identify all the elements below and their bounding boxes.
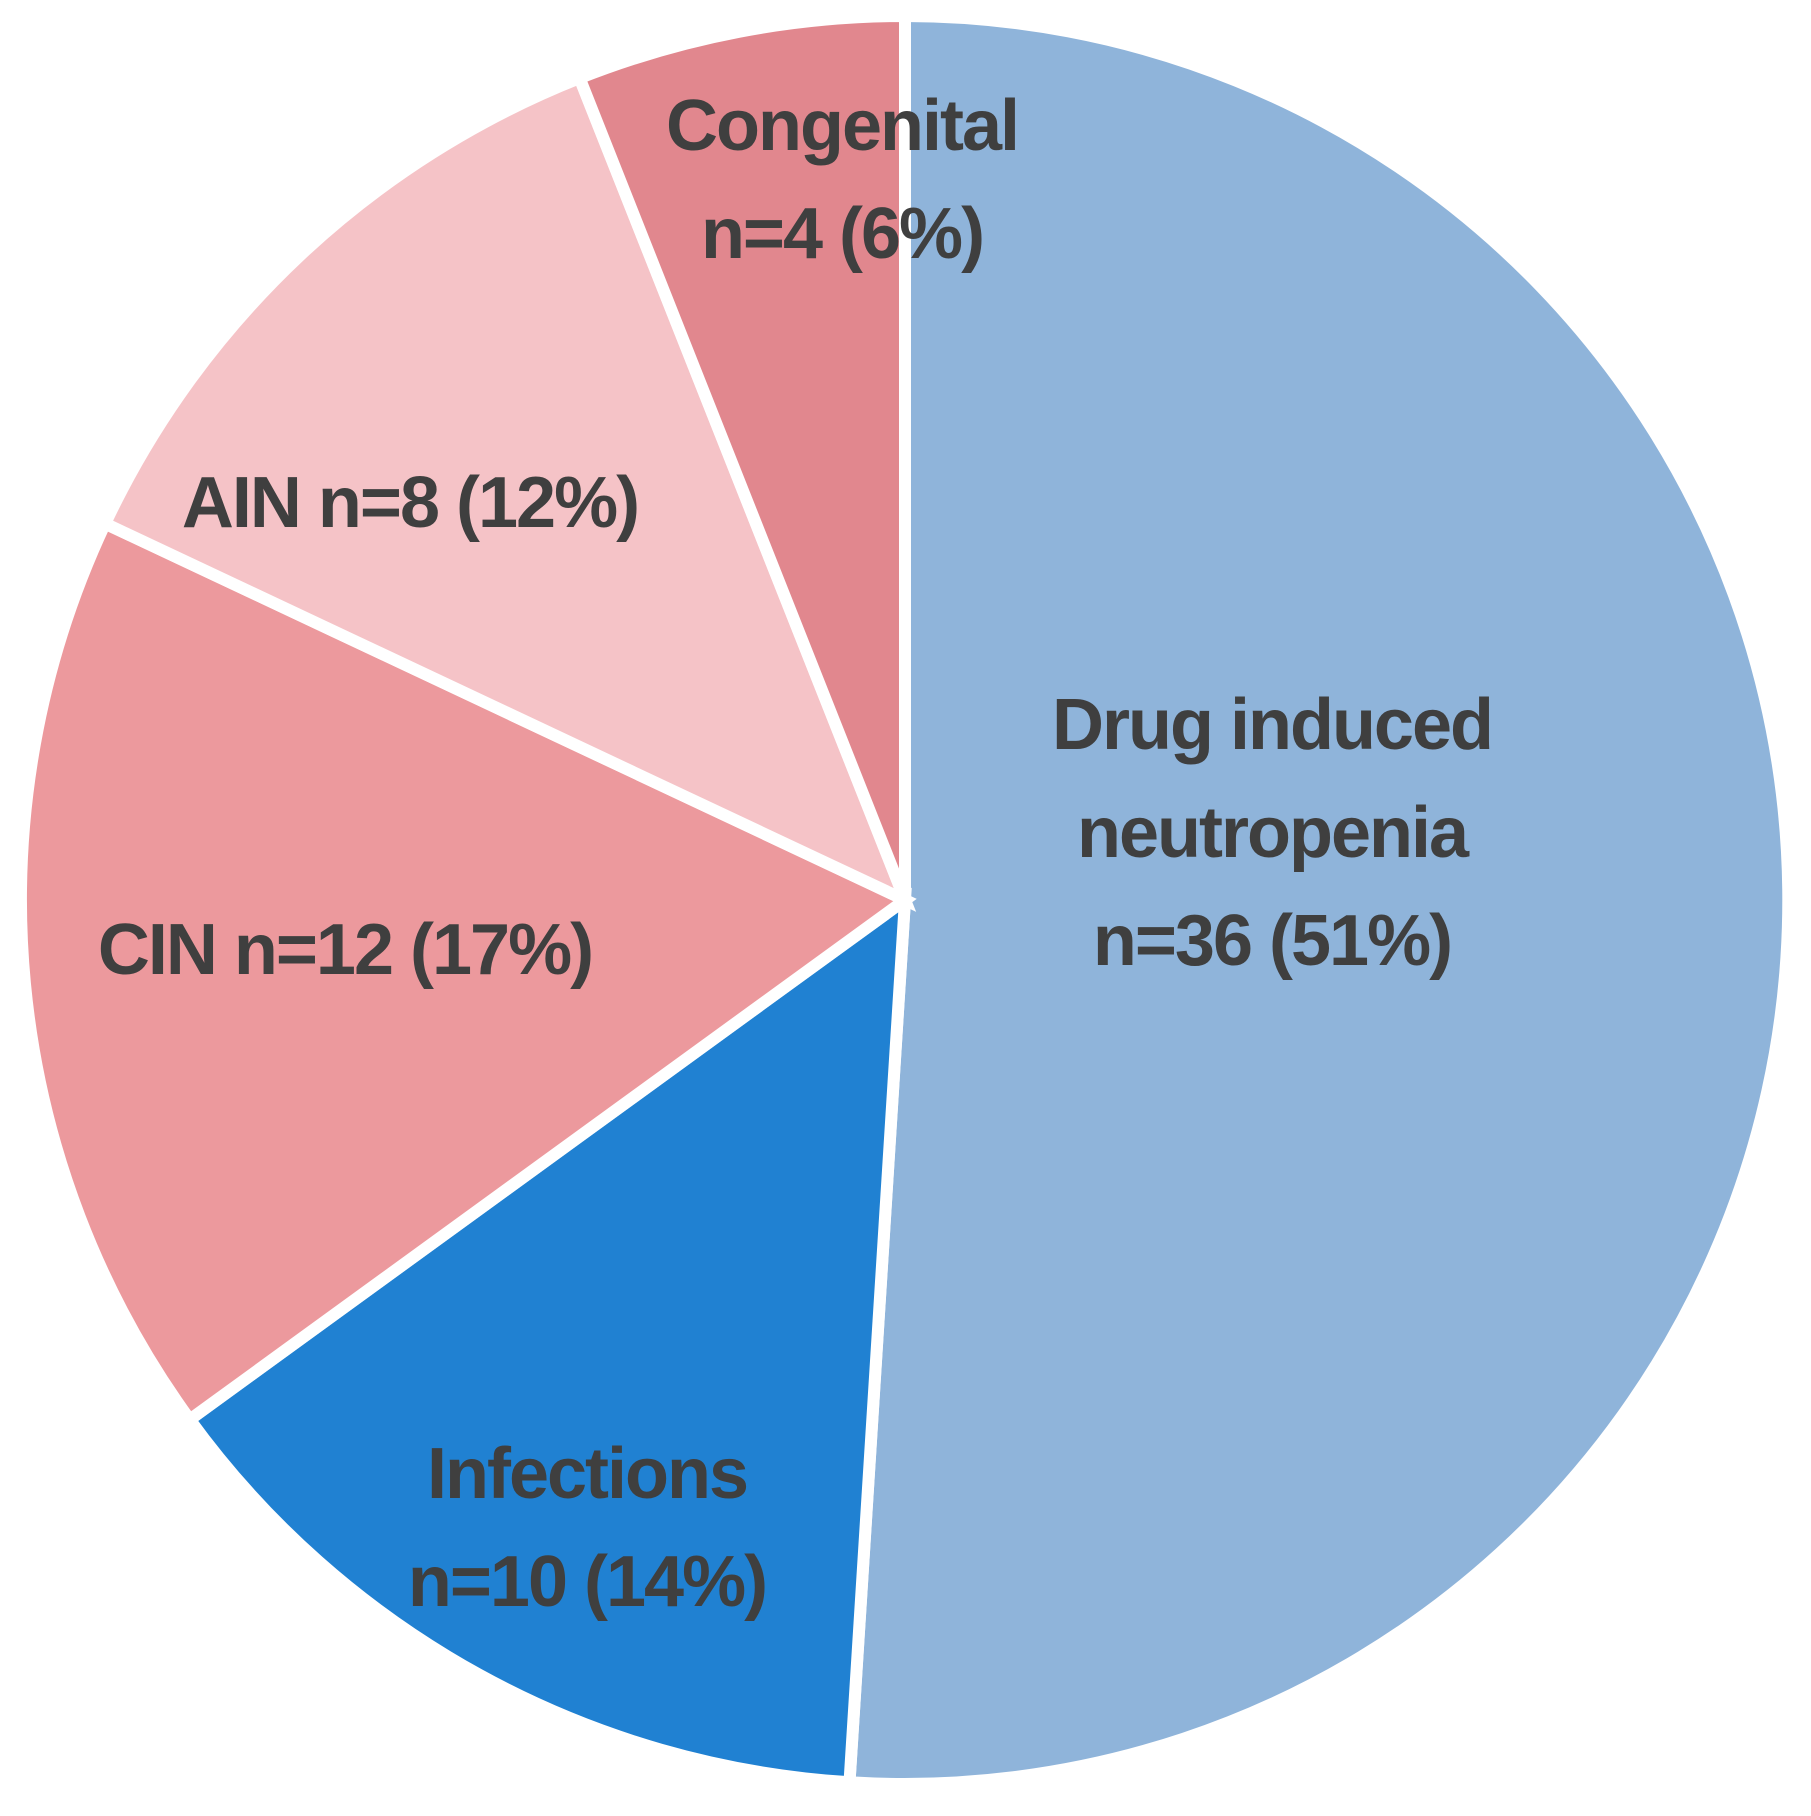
- pie-slice-cin: [14, 515, 917, 1428]
- pie-slice-ain: [97, 70, 917, 912]
- pie-slice-infections: [181, 887, 912, 1789]
- pie-slice-drug-induced-neutropenia: [843, 9, 1795, 1790]
- pie-slice-congenital: [571, 9, 911, 903]
